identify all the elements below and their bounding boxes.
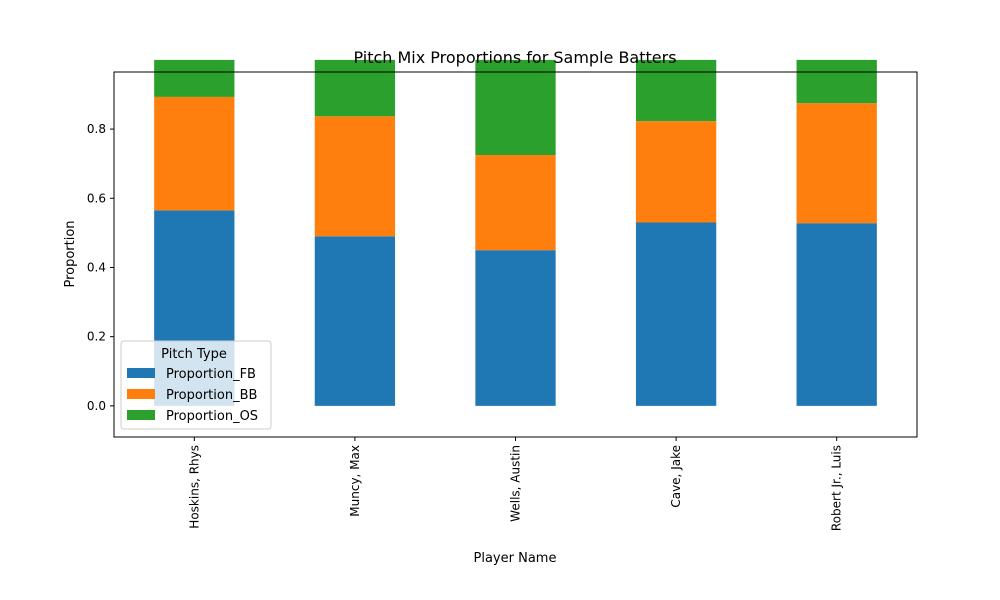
x-tick-label: Hoskins, Rhys [187,445,201,529]
bar-proportion-os-2 [475,59,556,156]
x-tick-label: Cave, Jake [669,445,683,508]
bar-proportion-os-0 [154,59,235,97]
legend-swatch-proportion-fb [127,368,155,378]
y-axis-label: Proportion [63,220,78,287]
bars-layer [154,59,877,406]
legend-swatch-proportion-bb [127,389,155,399]
legend-label: Proportion_OS [166,409,258,424]
x-axis-label: Player Name [474,551,557,566]
y-tick-label: 0.6 [87,191,106,205]
x-tick-label: Robert Jr., Luis [830,445,844,531]
y-tick-label: 0.8 [87,122,106,136]
bar-proportion-fb-4 [796,223,877,406]
x-tick-label: Muncy, Max [348,445,362,517]
x-tick-label: Wells, Austin [509,445,523,522]
bar-proportion-fb-2 [475,250,556,406]
legend-swatch-proportion-os [127,410,155,420]
y-axis: 0.0 0.2 0.4 0.6 0.8 [87,122,114,413]
x-axis: Hoskins, Rhys Muncy, Max Wells, Austin Cave… [187,437,844,531]
bar-proportion-os-4 [796,59,877,104]
legend-items: Proportion_FB Proportion_BB Proportion_OS [127,367,258,424]
chart-title: Pitch Mix Proportions for Sample Batters [353,48,676,67]
legend-box [120,340,272,430]
bar-proportion-os-3 [635,59,717,122]
legend-label: Proportion_BB [166,388,257,403]
legend-label: Proportion_FB [166,367,256,382]
y-tick-label: 0.0 [87,399,106,413]
legend-title: Pitch Type [161,347,227,362]
bar-proportion-bb-2 [475,155,556,251]
bar-proportion-fb-3 [635,222,717,406]
bar-proportion-os-1 [314,59,396,117]
bar-proportion-bb-0 [154,96,235,211]
bar-proportion-fb-1 [314,236,396,406]
legend: Pitch Type Proportion_FBProportion_BBPro… [120,340,272,430]
y-tick-label: 0.4 [87,260,106,274]
y-tick-label: 0.2 [87,330,106,344]
bar-proportion-bb-1 [314,116,396,237]
bar-proportion-bb-4 [796,103,877,224]
bar-proportion-bb-3 [635,121,717,223]
